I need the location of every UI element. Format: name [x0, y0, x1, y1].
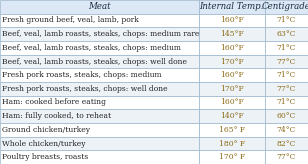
Text: Beef, veal, lamb roasts, steaks, chops: well done: Beef, veal, lamb roasts, steaks, chops: …	[2, 58, 187, 65]
Bar	[265, 123, 308, 137]
Bar	[0, 0, 199, 14]
Text: Meat: Meat	[88, 2, 111, 11]
Bar	[199, 27, 265, 41]
Bar	[265, 109, 308, 123]
Bar	[265, 96, 308, 109]
Text: 77°C: 77°C	[277, 85, 296, 93]
Text: 160°F: 160°F	[220, 44, 244, 52]
Text: Ground chicken/turkey: Ground chicken/turkey	[2, 126, 90, 134]
Text: Fresh ground beef, veal, lamb, pork: Fresh ground beef, veal, lamb, pork	[2, 17, 139, 24]
Text: 180° F: 180° F	[219, 140, 245, 147]
Bar	[265, 0, 308, 14]
Bar	[0, 82, 199, 96]
Text: 71°C: 71°C	[277, 17, 296, 24]
Text: 170°F: 170°F	[220, 58, 244, 65]
Text: Centigrade: Centigrade	[262, 2, 308, 11]
Text: 74°C: 74°C	[277, 126, 296, 134]
Bar	[265, 55, 308, 68]
Text: Poultry breasts, roasts: Poultry breasts, roasts	[2, 153, 88, 161]
Text: 60°C: 60°C	[277, 112, 296, 120]
Bar	[0, 150, 199, 164]
Bar	[199, 14, 265, 27]
Bar	[265, 137, 308, 150]
Text: Beef, veal, lamb roasts, steaks, chops: medium: Beef, veal, lamb roasts, steaks, chops: …	[2, 44, 181, 52]
Text: 170° F: 170° F	[219, 153, 245, 161]
Bar	[0, 41, 199, 55]
Text: 71°C: 71°C	[277, 99, 296, 106]
Bar	[265, 27, 308, 41]
Text: 71°C: 71°C	[277, 71, 296, 79]
Bar	[199, 150, 265, 164]
Bar	[265, 14, 308, 27]
Text: 140°F: 140°F	[220, 112, 244, 120]
Text: 160°F: 160°F	[220, 99, 244, 106]
Text: Ham: fully cooked, to reheat: Ham: fully cooked, to reheat	[2, 112, 111, 120]
Text: 160°F: 160°F	[220, 71, 244, 79]
Text: 170°F: 170°F	[220, 85, 244, 93]
Text: 145°F: 145°F	[220, 30, 244, 38]
Bar	[199, 137, 265, 150]
Text: Fresh pork roasts, steaks, chops: well done: Fresh pork roasts, steaks, chops: well d…	[2, 85, 168, 93]
Bar	[199, 55, 265, 68]
Text: Ham: cooked before eating: Ham: cooked before eating	[2, 99, 106, 106]
Bar	[0, 109, 199, 123]
Bar	[199, 123, 265, 137]
Bar	[199, 109, 265, 123]
Bar	[0, 14, 199, 27]
Text: 63°C: 63°C	[277, 30, 296, 38]
Bar	[199, 82, 265, 96]
Text: Internal Temp.: Internal Temp.	[200, 2, 264, 11]
Text: 82°C: 82°C	[277, 140, 296, 147]
Bar	[265, 68, 308, 82]
Bar	[199, 96, 265, 109]
Bar	[199, 0, 265, 14]
Bar	[0, 96, 199, 109]
Bar	[265, 150, 308, 164]
Text: Fresh pork roasts, steaks, chops: medium: Fresh pork roasts, steaks, chops: medium	[2, 71, 162, 79]
Bar	[199, 68, 265, 82]
Bar	[0, 68, 199, 82]
Text: 160°F: 160°F	[220, 17, 244, 24]
Text: Whole chicken/turkey: Whole chicken/turkey	[2, 140, 86, 147]
Bar	[265, 82, 308, 96]
Text: 77°C: 77°C	[277, 58, 296, 65]
Bar	[0, 55, 199, 68]
Bar	[0, 137, 199, 150]
Text: 165° F: 165° F	[219, 126, 245, 134]
Text: Beef, veal, lamb roasts, steaks, chops: medium rare: Beef, veal, lamb roasts, steaks, chops: …	[2, 30, 200, 38]
Bar	[0, 27, 199, 41]
Bar	[0, 123, 199, 137]
Text: 77°C: 77°C	[277, 153, 296, 161]
Text: 71°C: 71°C	[277, 44, 296, 52]
Bar	[199, 41, 265, 55]
Bar	[265, 41, 308, 55]
